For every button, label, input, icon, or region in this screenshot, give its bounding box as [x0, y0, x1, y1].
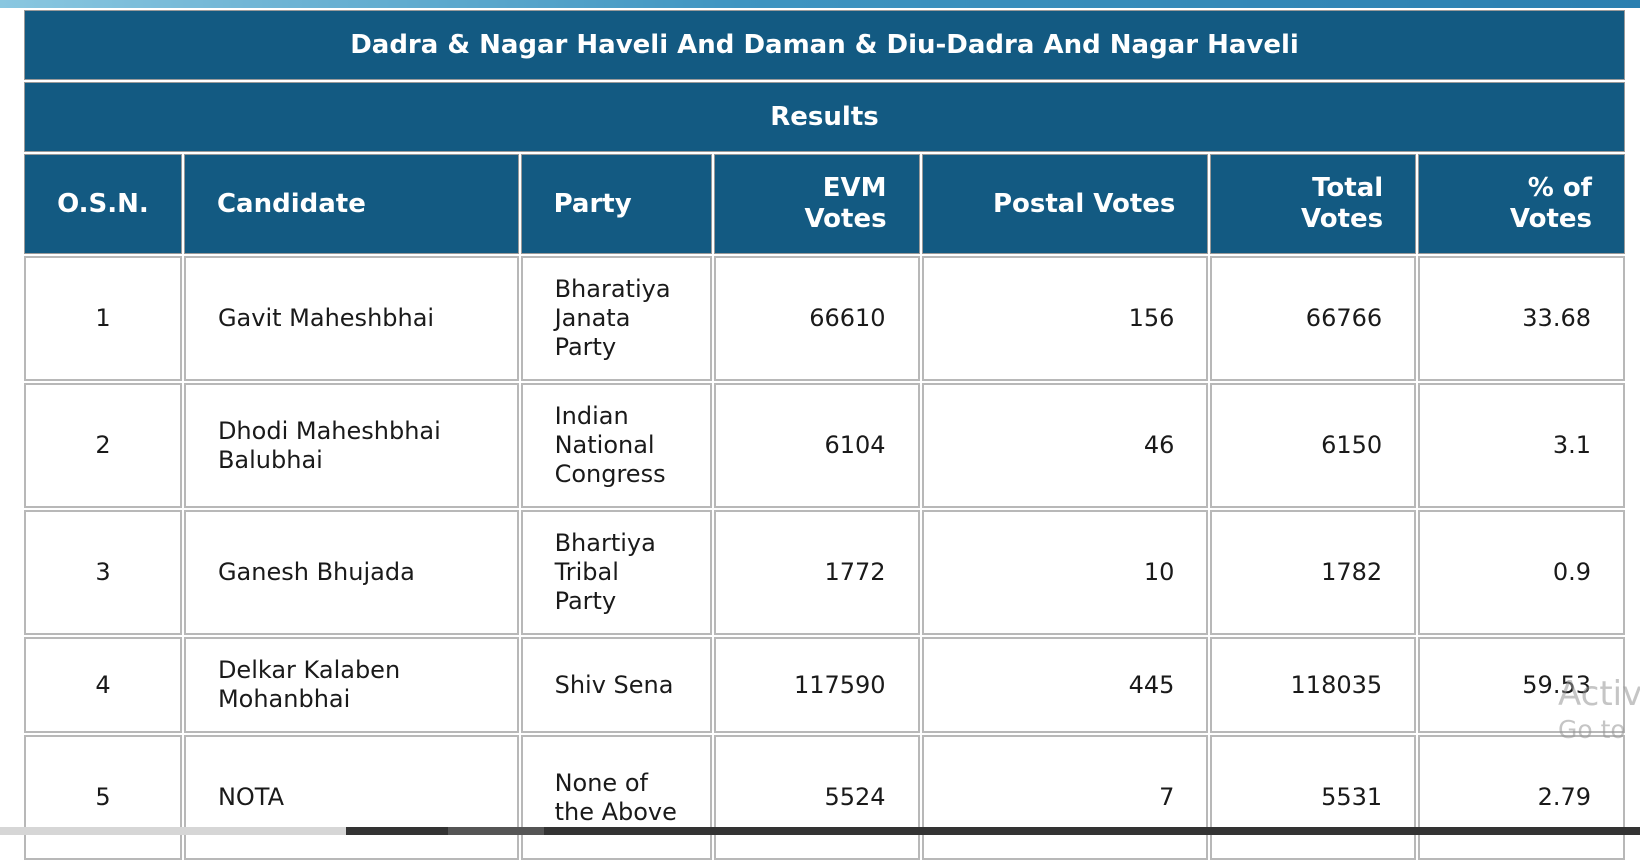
results-table-container: Dadra & Nagar Haveli And Daman & Diu-Dad…: [22, 8, 1627, 862]
column-header-total-votes: Total Votes: [1210, 154, 1417, 254]
osn-cell: 5: [24, 735, 182, 860]
candidate-cell: Dhodi Maheshbhai Balubhai: [183, 383, 519, 508]
total-votes-cell: 1782: [1210, 510, 1417, 635]
evm-votes-cell: 117590: [713, 637, 920, 733]
party-cell: None of the Above: [520, 735, 712, 860]
osn-cell: 2: [24, 383, 182, 508]
party-cell: Bharatiya Janata Party: [520, 256, 712, 381]
table-row: 5 NOTA None of the Above 5524 7 5531 2.7…: [24, 735, 1625, 860]
postal-votes-cell: 156: [921, 256, 1209, 381]
total-votes-cell: 6150: [1210, 383, 1417, 508]
percent-votes-cell: 2.79: [1418, 735, 1625, 860]
percent-votes-cell: 0.9: [1418, 510, 1625, 635]
total-votes-cell: 5531: [1210, 735, 1417, 860]
table-row: 4 Delkar Kalaben Mohanbhai Shiv Sena 117…: [24, 637, 1625, 733]
column-header-osn: O.S.N.: [24, 154, 182, 254]
results-table: Dadra & Nagar Haveli And Daman & Diu-Dad…: [22, 8, 1627, 862]
column-header-candidate: Candidate: [183, 154, 519, 254]
candidate-cell: Gavit Maheshbhai: [183, 256, 519, 381]
percent-votes-cell: 3.1: [1418, 383, 1625, 508]
postal-votes-cell: 46: [921, 383, 1209, 508]
postal-votes-cell: 445: [921, 637, 1209, 733]
taskbar-segment: [448, 827, 544, 835]
column-header-evm-votes: EVM Votes: [713, 154, 920, 254]
horizontal-scrollbar-thumb[interactable]: [346, 827, 1640, 835]
column-header-percent-votes: % of Votes: [1418, 154, 1625, 254]
candidate-cell: Ganesh Bhujada: [183, 510, 519, 635]
party-cell: Bhartiya Tribal Party: [520, 510, 712, 635]
percent-votes-cell: 33.68: [1418, 256, 1625, 381]
column-header-row: O.S.N. Candidate Party EVM Votes Postal …: [24, 154, 1625, 254]
osn-cell: 3: [24, 510, 182, 635]
evm-votes-cell: 66610: [713, 256, 920, 381]
total-votes-cell: 118035: [1210, 637, 1417, 733]
constituency-title: Dadra & Nagar Haveli And Daman & Diu-Dad…: [24, 10, 1625, 80]
postal-votes-cell: 10: [921, 510, 1209, 635]
results-heading: Results: [24, 82, 1625, 152]
evm-votes-cell: 5524: [713, 735, 920, 860]
column-header-party: Party: [520, 154, 712, 254]
osn-cell: 4: [24, 637, 182, 733]
party-cell: Indian National Congress: [520, 383, 712, 508]
candidate-cell: NOTA: [183, 735, 519, 860]
table-row: 1 Gavit Maheshbhai Bharatiya Janata Part…: [24, 256, 1625, 381]
total-votes-cell: 66766: [1210, 256, 1417, 381]
table-row: 3 Ganesh Bhujada Bhartiya Tribal Party 1…: [24, 510, 1625, 635]
candidate-cell: Delkar Kalaben Mohanbhai: [183, 637, 519, 733]
postal-votes-cell: 7: [921, 735, 1209, 860]
evm-votes-cell: 6104: [713, 383, 920, 508]
column-header-postal-votes: Postal Votes: [921, 154, 1209, 254]
evm-votes-cell: 1772: [713, 510, 920, 635]
osn-cell: 1: [24, 256, 182, 381]
percent-votes-cell: 59.53: [1418, 637, 1625, 733]
table-row: 2 Dhodi Maheshbhai Balubhai Indian Natio…: [24, 383, 1625, 508]
party-cell: Shiv Sena: [520, 637, 712, 733]
window-top-strip: [0, 0, 1640, 8]
